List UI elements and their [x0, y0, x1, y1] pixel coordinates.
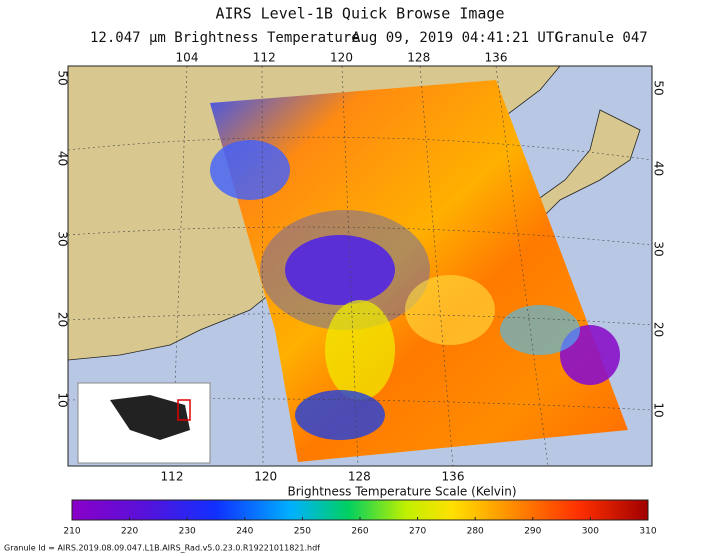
subtitle: 12.047 μm Brightness Temperature [90, 30, 360, 46]
lat-label: 50 [652, 80, 666, 95]
lon-label: 120 [330, 51, 353, 65]
colorbar-tick-label: 270 [409, 527, 426, 537]
colorbar-title: Brightness Temperature Scale (Kelvin) [287, 485, 516, 499]
lat-label: 30 [56, 231, 70, 246]
lon-label: 104 [176, 51, 199, 65]
subtitle: Aug 09, 2019 04:41:21 UTC [352, 30, 563, 46]
colorbar-tick-label: 250 [294, 527, 311, 537]
lat-label: 20 [652, 322, 666, 337]
lat-label: 20 [56, 312, 70, 327]
map [68, 66, 652, 466]
granule-id: Granule Id = AIRS.2019.08.09.047.L1B.AIR… [4, 544, 320, 553]
lon-label: 136 [442, 470, 465, 484]
lat-label: 10 [56, 392, 70, 407]
lat-label: 50 [56, 70, 70, 85]
colorbar-tick-label: 240 [236, 527, 253, 537]
colorbar-tick-label: 210 [63, 527, 80, 537]
colorbar-tick-label: 230 [179, 527, 196, 537]
colorbar-tick-label: 260 [351, 527, 368, 537]
lat-label: 10 [652, 402, 666, 417]
lon-label: 112 [253, 51, 276, 65]
map-frame [67, 65, 653, 467]
colorbar-tick-label: 220 [121, 527, 138, 537]
lat-label: 40 [652, 161, 666, 176]
lon-label: 112 [161, 470, 184, 484]
lat-label: 40 [56, 151, 70, 166]
colorbar-tick-label: 300 [582, 527, 599, 537]
colorbar-tick-label: 290 [524, 527, 541, 537]
title: AIRS Level-1B Quick Browse Image [216, 5, 505, 23]
colorbar-tick-label: 310 [639, 527, 656, 537]
lon-label: 120 [254, 470, 277, 484]
lon-label: 128 [407, 51, 430, 65]
subtitle: Granule 047 [555, 30, 648, 46]
colorbar-tick-label: 280 [467, 527, 484, 537]
lat-label: 30 [652, 241, 666, 256]
lon-label: 128 [348, 470, 371, 484]
lon-label: 136 [485, 51, 508, 65]
